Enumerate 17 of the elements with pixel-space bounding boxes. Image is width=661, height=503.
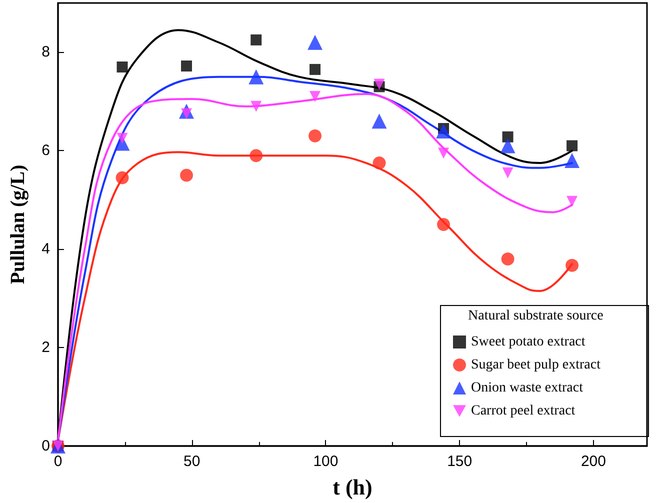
y-axis-title: Pullulan (g/L) [7, 164, 29, 284]
legend-title: Natural substrate source [468, 308, 604, 324]
y-tick-label: 2 [42, 339, 50, 356]
x-tick-label: 100 [313, 453, 338, 470]
y-tick-label: 0 [42, 438, 50, 454]
x-axis-title: t (h) [332, 474, 372, 500]
legend-label: Carrot peel extract [471, 404, 576, 418]
y-tick-label: 4 [42, 240, 50, 258]
legend-label: Sugar beet pulp extract [471, 358, 601, 372]
legend-label: Onion waste extract [471, 380, 584, 396]
x-tick-label: 150 [447, 453, 472, 470]
legend-label: Sweet potato extract [471, 334, 586, 350]
y-tick-label: 8 [42, 44, 50, 61]
x-tick-label: 50 [184, 453, 200, 470]
y-tick-label: 6 [42, 142, 50, 160]
x-tick-label: 200 [580, 453, 606, 470]
x-tick-label: 0 [54, 453, 62, 470]
